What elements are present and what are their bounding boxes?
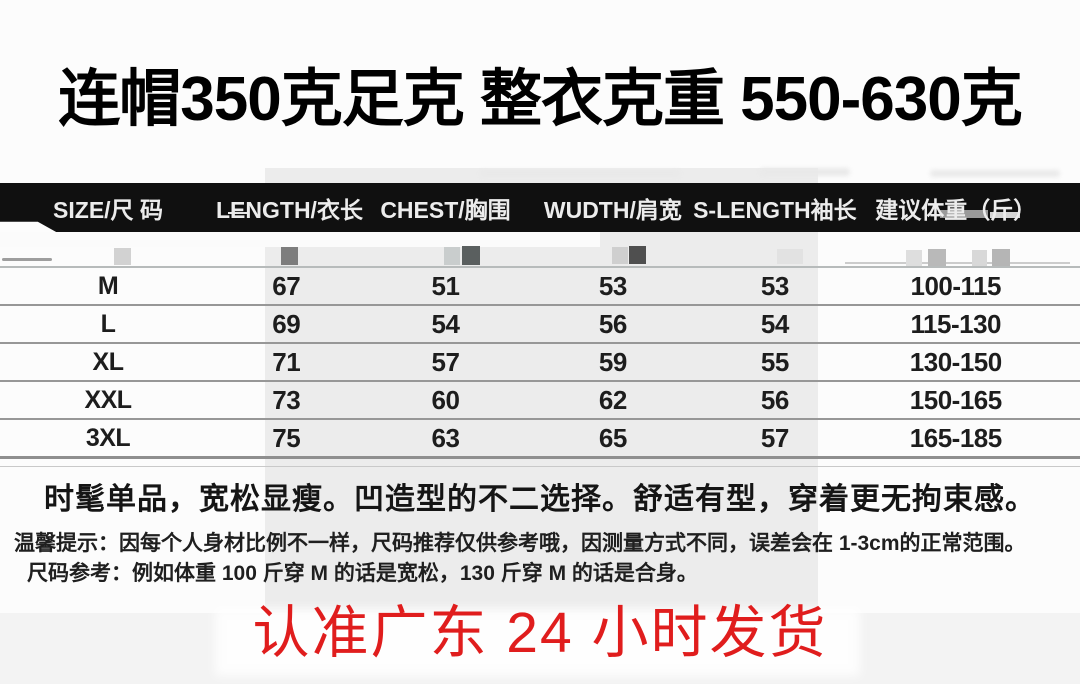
censor-mark	[992, 249, 1010, 266]
cell-sleeve: 53	[760, 270, 789, 301]
censor-mark	[114, 248, 131, 265]
cell-weight: 130-150	[909, 346, 1002, 377]
size-row-m: M 67 51 53 53 100-115	[0, 268, 1080, 306]
censor-mark	[629, 246, 646, 264]
smudge-mark	[760, 168, 850, 176]
censor-line	[845, 262, 1070, 264]
cell-length: 75	[272, 422, 301, 453]
censor-mark	[462, 246, 480, 265]
cell-chest: 60	[431, 384, 460, 415]
censor-mark	[444, 247, 460, 265]
cell-shoulder: 59	[598, 346, 627, 377]
smudge-mark	[930, 170, 1060, 177]
table-header-row: SIZE/尺 码 LENGTH/衣长 CHEST/胸围 WUDTH/肩宽 S-L…	[0, 183, 1080, 232]
cell-sleeve: 56	[760, 384, 789, 415]
censor-dash	[2, 258, 52, 261]
censor-mark	[281, 247, 298, 265]
censor-mark	[928, 249, 946, 266]
cell-size: L	[100, 309, 116, 338]
cell-size: 3XL	[85, 423, 131, 452]
erase-mark	[228, 212, 248, 214]
cell-size: XXL	[84, 385, 132, 414]
table-header-bar: SIZE/尺 码 LENGTH/衣长 CHEST/胸围 WUDTH/肩宽 S-L…	[0, 183, 1080, 232]
column-header-sleeve: S-LENGTH袖长	[693, 196, 857, 223]
censor-mark	[972, 250, 987, 266]
size-row-l: L 69 54 56 54 115-130	[0, 306, 1080, 344]
cell-weight: 165-185	[909, 422, 1002, 453]
cell-weight: 100-115	[910, 270, 1002, 301]
cell-chest: 54	[431, 308, 460, 339]
cell-size: M	[97, 271, 119, 300]
size-row-xl: XL 71 57 59 55 130-150	[0, 344, 1080, 382]
cell-length: 71	[272, 346, 301, 377]
banner-background-patch	[215, 608, 860, 676]
size-row-xxl: XXL 73 60 62 56 150-165	[0, 382, 1080, 420]
cell-size: XL	[92, 347, 124, 376]
column-header-weight: 建议体重（斤）	[875, 196, 1037, 223]
size-row-3xl: 3XL 75 63 65 57 165-185	[0, 420, 1080, 459]
erased-area	[0, 232, 600, 247]
column-header-size: SIZE/尺 码	[53, 196, 163, 223]
cell-shoulder: 56	[598, 308, 627, 339]
erase-mark	[990, 212, 1020, 218]
product-title: 连帽350克足克 整衣克重 550-630克	[58, 65, 1022, 134]
column-header-chest: CHEST/胸围	[380, 196, 511, 223]
cell-length: 67	[272, 270, 301, 301]
cell-shoulder: 53	[598, 270, 627, 301]
cell-shoulder: 62	[598, 384, 627, 415]
column-header-shoulder: WUDTH/肩宽	[543, 196, 682, 223]
cell-weight: 150-165	[909, 384, 1002, 415]
shipping-banner: 认准广东 24 小时发货	[252, 601, 828, 665]
censor-mark	[777, 249, 803, 264]
cell-length: 73	[272, 384, 301, 415]
smudge-mark	[480, 170, 680, 177]
cell-weight: 115-130	[910, 308, 1002, 339]
size-reference-note: 尺码参考：例如体重 100 斤穿 M 的话是宽松，130 斤穿 M 的话是合身。	[27, 562, 698, 585]
censor-mark	[612, 247, 628, 264]
censored-row	[0, 230, 1080, 268]
table-bottom-line	[0, 466, 1080, 467]
cell-chest: 51	[431, 270, 460, 301]
size-tip-note: 温馨提示：因每个人身材比例不一样，尺码推荐仅供参考哦，因测量方式不同，误差会在 …	[14, 532, 1026, 555]
cell-sleeve: 57	[760, 422, 789, 453]
size-table: M 67 51 53 53 100-115 L 69 54 56 54 115-…	[0, 230, 1080, 459]
censor-mark	[906, 250, 922, 266]
cell-sleeve: 55	[760, 346, 789, 377]
erase-mark	[940, 210, 988, 218]
product-slogan: 时髦单品，宽松显瘦。凹造型的不二选择。舒适有型，穿着更无拘束感。	[44, 483, 1036, 516]
cell-shoulder: 65	[598, 422, 627, 453]
cell-chest: 57	[431, 346, 460, 377]
cell-sleeve: 54	[760, 308, 789, 339]
column-header-length: LENGTH/衣长	[216, 196, 363, 223]
cell-length: 69	[272, 308, 301, 339]
cell-chest: 63	[431, 422, 460, 453]
